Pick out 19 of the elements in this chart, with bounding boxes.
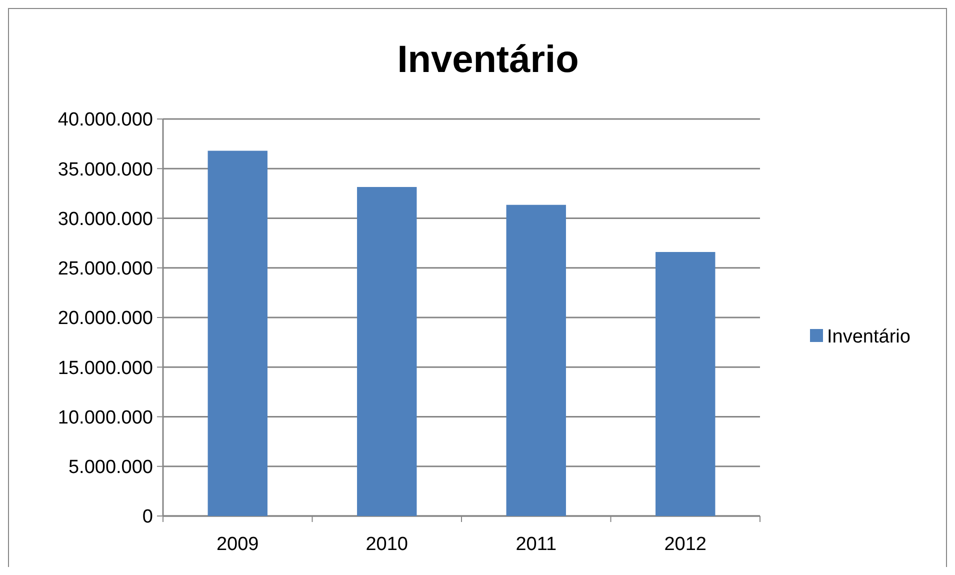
x-tick-label: 2012 (664, 534, 707, 555)
y-tick-label: 10.000.000 (58, 407, 153, 428)
y-tick-label: 20.000.000 (58, 308, 153, 330)
y-tick-label: 35.000.000 (58, 159, 153, 180)
y-tick-label: 0 (142, 506, 153, 528)
x-tick-label: 2009 (216, 534, 259, 555)
x-tick-label: 2011 (516, 534, 557, 555)
chart-title: Inventário (397, 39, 579, 81)
y-tick-label: 25.000.000 (58, 258, 153, 280)
bar (506, 204, 566, 516)
x-tick-label: 2010 (366, 534, 408, 555)
y-tick-label: 5.000.000 (68, 457, 153, 478)
bar (357, 186, 417, 516)
bar (208, 150, 268, 516)
legend-label: Inventário (827, 326, 910, 348)
y-tick-label: 40.000.000 (58, 110, 153, 131)
bar (656, 252, 716, 516)
y-tick-label: 30.000.000 (58, 208, 153, 230)
y-tick-label: 15.000.000 (58, 358, 153, 379)
